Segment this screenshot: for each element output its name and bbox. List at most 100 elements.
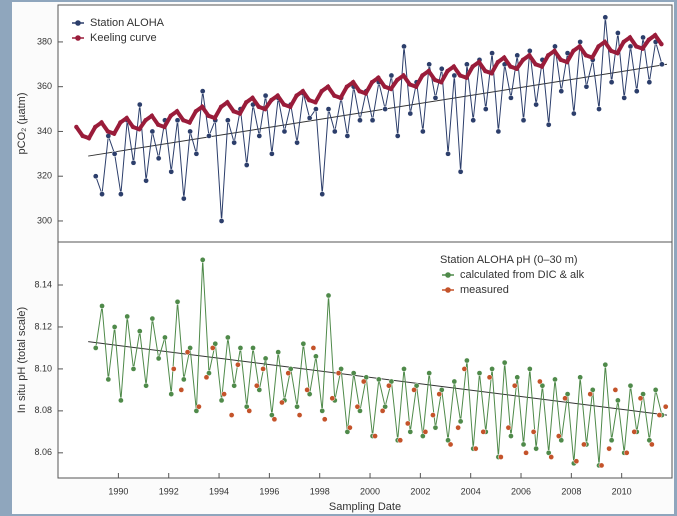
data-point <box>382 106 388 112</box>
data-point <box>545 121 552 128</box>
data-point <box>203 374 210 381</box>
data-point <box>332 93 337 98</box>
data-point <box>313 353 319 360</box>
data-point <box>533 101 539 108</box>
data-point <box>523 449 529 456</box>
data-point <box>111 324 118 330</box>
data-point <box>228 412 235 418</box>
data-point <box>237 111 243 116</box>
data-point <box>262 92 269 99</box>
data-point <box>508 64 513 69</box>
data-point <box>178 387 185 393</box>
data-point <box>571 110 577 117</box>
data-point <box>124 115 129 121</box>
legend-swatch <box>75 35 81 41</box>
data-point <box>105 129 111 134</box>
y-tick-label: 300 <box>37 215 52 225</box>
data-point <box>602 14 609 21</box>
x-tick-label: 2000 <box>360 486 380 496</box>
data-point <box>495 59 501 65</box>
data-point <box>181 118 186 123</box>
data-point <box>130 124 136 130</box>
data-point <box>149 128 156 135</box>
data-point <box>99 303 105 309</box>
data-point <box>447 441 454 448</box>
x-tick-label: 2010 <box>612 486 632 496</box>
data-point <box>608 79 615 86</box>
data-point <box>464 75 469 80</box>
data-point <box>511 382 518 389</box>
data-point <box>457 73 463 78</box>
data-point <box>652 387 659 393</box>
data-point <box>313 106 319 112</box>
data-point <box>357 117 363 124</box>
data-point <box>426 370 433 376</box>
data-point <box>155 122 161 127</box>
data-point <box>162 124 167 130</box>
data-point <box>646 79 653 86</box>
y-tick-label: 360 <box>37 81 52 91</box>
data-point <box>426 68 431 74</box>
data-point <box>615 397 621 404</box>
data-point <box>558 57 563 63</box>
y-tick-label: 8.10 <box>34 363 52 373</box>
data-point <box>243 162 250 168</box>
x-tick-label: 1996 <box>259 486 279 496</box>
data-point <box>162 334 168 341</box>
data-point <box>206 370 212 376</box>
data-point <box>287 366 294 372</box>
data-point <box>244 100 249 105</box>
x-axis-label: Sampling Date <box>329 501 401 513</box>
data-point <box>526 366 533 372</box>
data-point <box>271 416 278 423</box>
data-point <box>422 428 429 435</box>
data-point <box>269 150 275 157</box>
data-point <box>306 115 313 121</box>
data-point <box>231 139 237 146</box>
data-point <box>552 376 558 383</box>
data-point <box>486 374 493 381</box>
data-point <box>539 64 545 69</box>
data-point <box>587 391 594 397</box>
data-point <box>590 55 595 60</box>
data-point <box>375 376 382 383</box>
data-point <box>294 139 300 146</box>
data-point <box>451 378 458 385</box>
data-point <box>218 397 225 404</box>
data-point <box>335 370 342 376</box>
data-point <box>136 101 143 108</box>
data-point <box>206 113 211 118</box>
data-point <box>143 118 148 123</box>
data-point <box>413 84 419 89</box>
data-point <box>363 91 368 96</box>
data-point <box>527 53 532 58</box>
data-point <box>118 191 124 197</box>
data-point <box>92 345 99 351</box>
data-point <box>275 93 280 98</box>
data-point <box>136 328 143 335</box>
data-point <box>262 106 268 112</box>
data-point <box>199 88 206 95</box>
data-point <box>225 100 230 105</box>
data-point <box>74 124 79 130</box>
y-tick-label: 320 <box>37 171 52 181</box>
data-point <box>407 82 412 87</box>
data-point <box>520 441 527 448</box>
data-point <box>168 391 175 397</box>
data-point <box>124 313 131 320</box>
data-point <box>382 84 387 89</box>
data-point <box>382 403 388 410</box>
data-point <box>451 64 457 69</box>
data-point <box>637 395 644 402</box>
legend-label: measured <box>460 284 509 296</box>
data-point <box>608 437 615 444</box>
data-point <box>193 109 199 114</box>
data-point <box>99 120 104 125</box>
data-point <box>413 382 420 389</box>
data-point <box>483 68 488 74</box>
data-point <box>505 424 512 431</box>
data-point <box>225 334 231 341</box>
data-point <box>180 195 187 202</box>
data-point <box>296 412 303 418</box>
data-point <box>325 106 332 112</box>
